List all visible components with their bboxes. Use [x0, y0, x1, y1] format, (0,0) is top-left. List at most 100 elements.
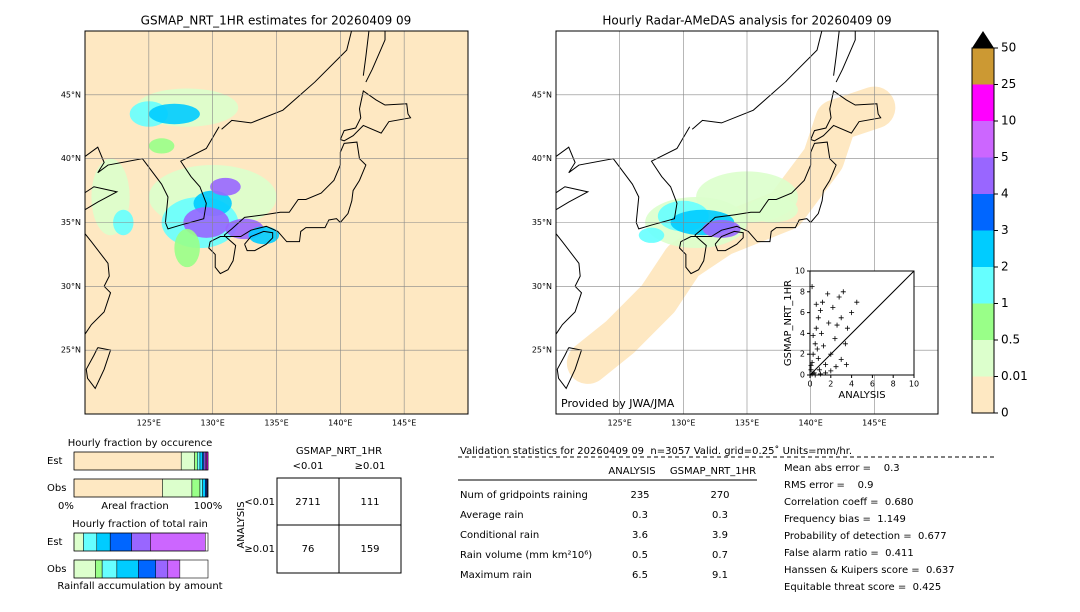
lon-tick-label: 130°E [671, 419, 695, 428]
table-cell: 76 [302, 544, 315, 555]
colorbar-segment [972, 267, 994, 304]
lon-tick-label: 125°E [137, 419, 161, 428]
column-header: GSMAP_NRT_1HR [670, 466, 756, 477]
bar-frame [73, 559, 209, 579]
point [818, 330, 824, 336]
coastline [556, 126, 691, 336]
fraction-segment [95, 559, 103, 579]
coastline [85, 347, 112, 390]
bar-frame [73, 478, 209, 498]
stat-label: Rain volume (mm km²10⁶) [460, 550, 592, 561]
point [838, 315, 844, 321]
lat-tick-label: 30°N [61, 282, 81, 291]
colorbar-label: 50 [1001, 41, 1016, 55]
fraction-segment [162, 478, 193, 498]
axis-label: 100% [194, 501, 223, 512]
lon-tick-label: 135°E [264, 419, 288, 428]
lat-tick-label: 25°N [61, 346, 81, 355]
lon-tick-label: 145°E [392, 419, 416, 428]
stat-value: 6.5 [632, 570, 648, 581]
y-tick-label: 2 [800, 350, 805, 359]
fraction-segment [116, 559, 139, 579]
coastline [556, 347, 583, 390]
lat-tick-label: 40°N [61, 154, 81, 163]
col-label: ≥0.01 [355, 461, 386, 472]
rain-area [638, 227, 665, 243]
point [825, 291, 831, 297]
caption: Rainfall accumulation by amount [57, 581, 222, 592]
rain-area [174, 228, 200, 268]
row-title: ANALYSIS [236, 501, 247, 548]
rain-area [702, 219, 741, 238]
score: Correlation coeff = 0.680 [784, 497, 914, 508]
colorbar-label: 3 [1001, 223, 1009, 237]
lon-tick-label: 130°E [201, 419, 225, 428]
column-header: ANALYSIS [608, 466, 655, 477]
x-axis-label: ANALYSIS [838, 390, 885, 401]
point [823, 370, 829, 376]
left-map-title: GSMAP_NRT_1HR estimates for 20260409 09 [141, 14, 412, 28]
rain-area [747, 196, 798, 223]
colorbar-label: 1 [1001, 296, 1009, 310]
coastline [221, 31, 353, 130]
stat-value: 235 [630, 490, 649, 501]
coastline [362, 31, 370, 76]
rain-area [148, 138, 175, 154]
point [810, 351, 816, 357]
point [833, 364, 839, 370]
map-frame [555, 30, 939, 415]
coastline [339, 90, 412, 142]
colorbar-label: 0.01 [1001, 369, 1028, 383]
colorbar-segment [972, 303, 994, 340]
point [826, 320, 832, 326]
point [836, 294, 842, 300]
table-cell: 159 [360, 544, 379, 555]
panel-title: Hourly fraction of total rain [72, 519, 208, 530]
lon-tick-label: 140°E [799, 419, 823, 428]
map-frame [84, 30, 469, 415]
point [811, 370, 817, 376]
stat-value: 0.5 [632, 550, 648, 561]
coastline [223, 141, 367, 243]
panel-title: Hourly fraction by occurence [68, 438, 212, 449]
y-tick-label: 8 [800, 287, 805, 296]
point [838, 356, 844, 362]
colorbar-segment [972, 48, 994, 85]
diagonal [809, 270, 915, 376]
point [816, 367, 822, 373]
stat-label: Maximum rain [460, 570, 532, 581]
x-tick-label: 2 [828, 380, 833, 389]
fraction-segment [199, 451, 203, 471]
point [808, 363, 814, 369]
fraction-segment [73, 532, 84, 552]
row-label: ≥0.01 [244, 544, 275, 555]
row-label: Est [47, 456, 63, 467]
point [832, 336, 838, 342]
fraction-segment [150, 532, 206, 552]
coastline [678, 236, 707, 275]
x-tick-label: 6 [870, 380, 875, 389]
point [814, 346, 820, 352]
fraction-segment [101, 559, 118, 579]
point [810, 332, 816, 338]
fraction-segment [197, 451, 201, 471]
lon-tick-label: 135°E [735, 419, 759, 428]
lat-tick-label: 35°N [61, 218, 81, 227]
colorbar-label: 0 [1001, 406, 1009, 420]
stat-value: 0.3 [632, 510, 648, 521]
y-tick-label: 4 [800, 329, 805, 338]
point [809, 360, 815, 366]
coastline [365, 31, 386, 83]
stat-value: 0.3 [712, 510, 728, 521]
rain-area [148, 103, 200, 125]
fraction-segment [73, 478, 163, 498]
right-map-title: Hourly Radar-AMeDAS analysis for 2026040… [602, 14, 891, 28]
fraction-segment [167, 559, 181, 579]
score: False alarm ratio = 0.411 [784, 548, 914, 559]
stat-value: 0.7 [712, 550, 728, 561]
x-tick-label: 4 [849, 380, 854, 389]
fraction-segment [194, 451, 198, 471]
coastline [85, 126, 220, 336]
score: Equitable threat score = 0.425 [784, 582, 941, 593]
bar-frame [73, 532, 209, 552]
